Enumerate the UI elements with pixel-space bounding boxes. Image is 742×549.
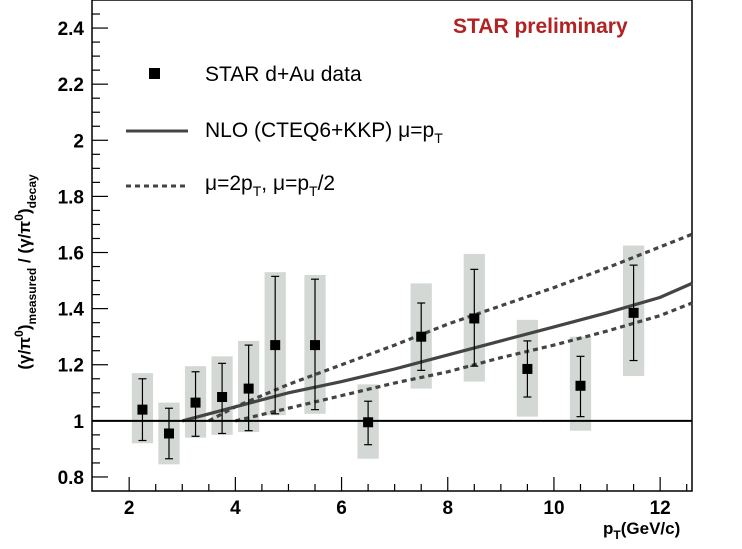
x-tick-label: 2 [124, 498, 135, 519]
data-point [522, 363, 533, 374]
data-point [190, 397, 201, 408]
legend-nlo-main: NLO (CTEQ6+KKP) μ=p [205, 119, 434, 142]
data-point [163, 428, 174, 439]
y-title-mid: / (γ/π [15, 221, 34, 268]
y-tick-label: 2.4 [58, 19, 85, 40]
x-tick-label: 12 [650, 498, 671, 519]
y-title-close: ) [15, 324, 34, 330]
legend-scale-a-sub: T [253, 183, 262, 199]
legend-nlo-sub: T [434, 130, 443, 146]
x-axis-title: pT(GeV/c) [603, 519, 680, 542]
y-tick-label: 2.2 [58, 75, 84, 96]
legend-scale-sep: , μ=p [261, 172, 309, 195]
x-title-tail: (GeV/c) [621, 519, 681, 538]
data-point [416, 331, 427, 342]
legend-label-scale: μ=2pT, μ=pT/2 [205, 172, 335, 199]
x-tick-label: 8 [442, 498, 453, 519]
nlo-curve [181, 281, 693, 423]
y-title-sub: measured [25, 268, 39, 325]
data-point [575, 380, 586, 391]
y-axis-title: (γ/π0)measured / (γ/π0)decay [12, 174, 39, 370]
legend-scale-b-sub: T [309, 183, 318, 199]
legend-marker-data [149, 68, 160, 79]
x-tick-label: 10 [543, 498, 564, 519]
y-tick-label: 1.6 [58, 244, 84, 265]
y-tick-label: 2 [73, 131, 84, 152]
y-title-close2: ) [15, 208, 34, 214]
legend-label-data: STAR d+Au data [205, 63, 362, 86]
y-tick-label: 1.2 [58, 356, 84, 377]
data-point [469, 313, 480, 324]
plot-frame [91, 0, 693, 492]
chart-title: STAR preliminary [453, 15, 628, 38]
y-axis-ticks: 0.8 1 1.2 1.4 1.6 1.8 2 2.2 2.4 [58, 13, 108, 489]
x-tick-label: 4 [230, 498, 241, 519]
x-title-sub: T [613, 528, 621, 542]
y-title-sub2: decay [25, 174, 39, 208]
data-point [243, 383, 254, 394]
x-axis-ticks: 2 4 6 8 10 12 [124, 477, 688, 519]
y-tick-label: 1.4 [58, 300, 85, 321]
y-tick-label: 1 [73, 412, 84, 433]
systematic-error-boxes [131, 245, 645, 465]
x-title-main: p [603, 519, 613, 538]
y-tick-label: 0.8 [58, 468, 84, 489]
y-tick-label: 1.8 [58, 187, 84, 208]
legend-scale-a: μ=2p [205, 172, 253, 195]
y-title-open: (γ/π [15, 337, 34, 370]
y-title-sup2: 0 [12, 214, 26, 221]
y-title-sup: 0 [12, 330, 26, 337]
data-point [363, 417, 374, 428]
data-point [628, 307, 639, 318]
data-point [310, 340, 321, 351]
scale-upper-curve [208, 232, 693, 423]
data-point [270, 340, 281, 351]
legend-label-nlo: NLO (CTEQ6+KKP) μ=pT [205, 119, 443, 146]
x-tick-label: 6 [336, 498, 347, 519]
data-point [217, 392, 228, 403]
data-markers [137, 307, 639, 439]
legend-scale-b-tail: /2 [318, 172, 336, 195]
data-point [137, 404, 148, 415]
